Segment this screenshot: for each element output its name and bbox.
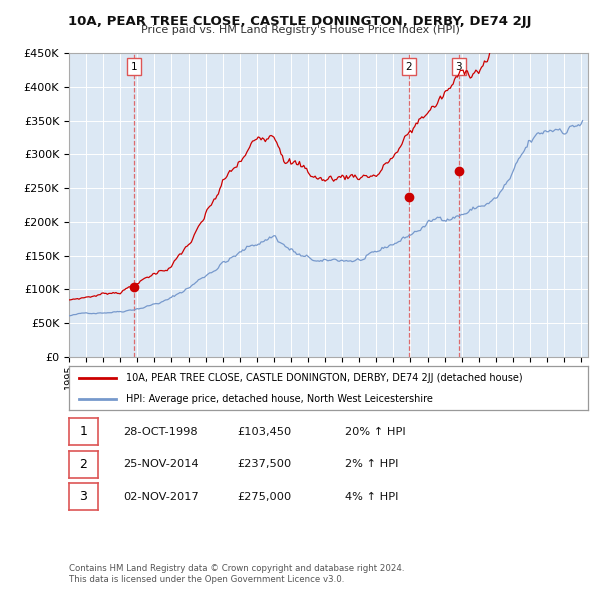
Text: 2: 2 <box>406 61 412 71</box>
Text: Contains HM Land Registry data © Crown copyright and database right 2024.: Contains HM Land Registry data © Crown c… <box>69 565 404 573</box>
Text: 3: 3 <box>79 490 88 503</box>
Text: 10A, PEAR TREE CLOSE, CASTLE DONINGTON, DERBY, DE74 2JJ (detached house): 10A, PEAR TREE CLOSE, CASTLE DONINGTON, … <box>126 373 523 383</box>
Text: HPI: Average price, detached house, North West Leicestershire: HPI: Average price, detached house, Nort… <box>126 394 433 404</box>
Text: 3: 3 <box>455 61 462 71</box>
Text: 4% ↑ HPI: 4% ↑ HPI <box>345 492 398 502</box>
Text: 1: 1 <box>131 61 137 71</box>
Text: 1: 1 <box>79 425 88 438</box>
Text: This data is licensed under the Open Government Licence v3.0.: This data is licensed under the Open Gov… <box>69 575 344 584</box>
Text: 10A, PEAR TREE CLOSE, CASTLE DONINGTON, DERBY, DE74 2JJ: 10A, PEAR TREE CLOSE, CASTLE DONINGTON, … <box>68 15 532 28</box>
Text: £237,500: £237,500 <box>237 460 291 469</box>
Text: 02-NOV-2017: 02-NOV-2017 <box>123 492 199 502</box>
Text: £275,000: £275,000 <box>237 492 291 502</box>
Text: £103,450: £103,450 <box>237 427 291 437</box>
Text: Price paid vs. HM Land Registry's House Price Index (HPI): Price paid vs. HM Land Registry's House … <box>140 25 460 35</box>
Text: 25-NOV-2014: 25-NOV-2014 <box>123 460 199 469</box>
Text: 20% ↑ HPI: 20% ↑ HPI <box>345 427 406 437</box>
Text: 2: 2 <box>79 458 88 471</box>
Text: 28-OCT-1998: 28-OCT-1998 <box>123 427 197 437</box>
Text: 2% ↑ HPI: 2% ↑ HPI <box>345 460 398 469</box>
